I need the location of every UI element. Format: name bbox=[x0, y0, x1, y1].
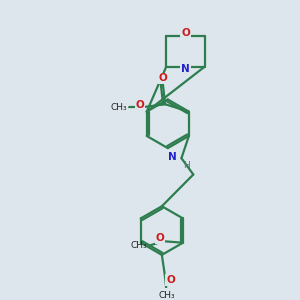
Text: CH₃: CH₃ bbox=[131, 241, 147, 250]
Text: O: O bbox=[181, 28, 190, 38]
Text: O: O bbox=[166, 275, 175, 285]
Text: methyl: methyl bbox=[125, 106, 130, 107]
Text: N: N bbox=[168, 152, 177, 162]
Text: CH₃: CH₃ bbox=[110, 103, 127, 112]
Text: CH₃: CH₃ bbox=[158, 291, 175, 300]
Text: O: O bbox=[156, 233, 164, 243]
Text: N: N bbox=[181, 64, 190, 74]
Text: H: H bbox=[183, 161, 190, 170]
Text: O: O bbox=[158, 74, 167, 83]
Text: O: O bbox=[136, 100, 144, 110]
